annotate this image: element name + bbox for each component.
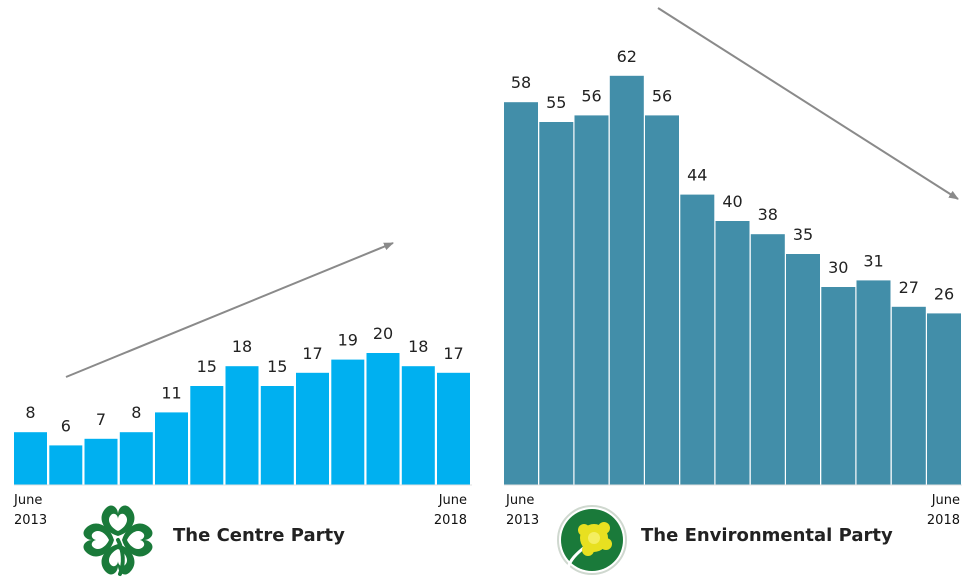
centre-party-bar <box>296 372 329 485</box>
environmental-party-value-label: 56 <box>581 86 601 105</box>
environmental-party-bar <box>715 221 750 485</box>
centre-party-bar <box>119 432 153 485</box>
environmental-party-value-label: 38 <box>758 205 778 224</box>
centre-party-bar <box>401 366 435 485</box>
environmental-party-start-month: June <box>505 493 534 508</box>
environmental-party-bar <box>539 122 574 485</box>
centre-party-bar <box>260 386 294 485</box>
centre-party-trend-arrow <box>65 242 394 378</box>
centre-party-name: The Centre Party <box>173 525 345 546</box>
centre-party-value-label: 17 <box>443 344 463 363</box>
centre-party-value-label: 6 <box>61 416 71 435</box>
environmental-party-end-year: 2018 <box>927 513 960 528</box>
centre-party-end-month: June <box>438 493 467 508</box>
centre-party-value-label: 15 <box>197 357 217 376</box>
centre-party-value-label: 17 <box>302 344 322 363</box>
centre-party-value-label: 20 <box>373 324 393 343</box>
centre-party-bars: 8 6 7 8 11 15 18 15 17 19 20 18 17 <box>14 324 470 485</box>
environmental-party-trend-arrow <box>657 7 959 200</box>
centre-party-value-label: 8 <box>131 403 141 422</box>
environmental-party-value-label: 27 <box>899 278 919 297</box>
centre-party-bar <box>225 366 259 485</box>
environmental-party-value-label: 58 <box>511 73 531 92</box>
environmental-party-value-label: 26 <box>934 284 954 303</box>
environmental-party-start-year: 2013 <box>506 513 539 528</box>
centre-party-value-label: 15 <box>267 357 287 376</box>
environmental-party-bar <box>645 115 679 486</box>
environmental-party-value-label: 62 <box>617 47 637 66</box>
centre-party-bar <box>437 372 470 485</box>
environmental-party-value-label: 55 <box>546 93 566 112</box>
centre-party-start-month: June <box>13 493 42 508</box>
environmental-party-value-label: 56 <box>652 86 672 105</box>
centre-party-bar <box>331 359 365 485</box>
centre-party-value-label: 18 <box>408 337 428 356</box>
environmental-party-chart: 58 55 56 62 56 44 40 38 35 30 31 27 26 June 2013 Jun… <box>504 7 962 575</box>
environmental-party-bar <box>680 194 715 485</box>
dandelion-icon <box>557 505 627 575</box>
centre-party-value-label: 11 <box>161 383 181 402</box>
four-leaf-clover-icon <box>83 505 153 576</box>
environmental-party-bar <box>891 306 926 485</box>
centre-party-bar <box>190 386 224 485</box>
centre-party-bar <box>84 438 118 485</box>
environmental-party-bar <box>821 287 856 485</box>
centre-party-bar <box>14 432 47 485</box>
centre-party-value-label: 18 <box>232 337 252 356</box>
centre-party-start-year: 2013 <box>14 513 47 528</box>
environmental-party-value-label: 30 <box>828 258 848 277</box>
environmental-party-bar <box>504 102 538 485</box>
environmental-party-value-label: 35 <box>793 225 813 244</box>
environmental-party-value-label: 31 <box>863 251 883 270</box>
environmental-party-bar <box>574 115 609 486</box>
centre-party-end-year: 2018 <box>434 513 467 528</box>
environmental-party-bar <box>750 234 785 485</box>
centre-party-value-label: 8 <box>25 403 35 422</box>
centre-party-bar <box>155 412 188 485</box>
environmental-party-bar <box>786 254 820 485</box>
centre-party-value-label: 19 <box>338 331 358 350</box>
environmental-party-bar <box>927 313 961 485</box>
centre-party-bar <box>366 353 400 485</box>
centre-party-value-label: 7 <box>96 410 106 429</box>
environmental-party-end-month: June <box>931 493 960 508</box>
environmental-party-value-label: 40 <box>722 192 742 211</box>
environmental-party-bar <box>856 280 891 485</box>
environmental-party-name: The Environmental Party <box>641 525 893 546</box>
environmental-party-value-label: 44 <box>687 166 707 185</box>
centre-party-bar <box>49 445 83 485</box>
environmental-party-bar <box>609 75 644 486</box>
environmental-party-bars: 58 55 56 62 56 44 40 38 35 30 31 27 26 <box>504 47 961 486</box>
